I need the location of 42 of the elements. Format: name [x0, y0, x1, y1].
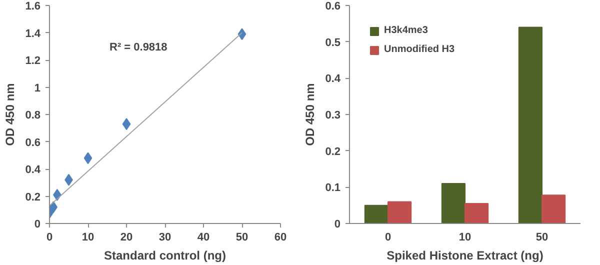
annotation: R² = 0.9818 — [110, 42, 168, 54]
bar — [388, 201, 412, 224]
point — [122, 118, 131, 130]
x-tick-label: 30 — [158, 232, 172, 244]
bar — [441, 183, 466, 224]
x-tick-label: 50 — [536, 232, 548, 244]
bar — [464, 203, 489, 224]
y-axis-title: OD 450 nm — [303, 83, 318, 146]
x-axis-title: Spiked Histone Extract (ng) — [386, 248, 544, 262]
y-tick-label: 0.8 — [25, 110, 41, 122]
point — [238, 28, 246, 40]
y-tick-label: 0 — [334, 218, 341, 230]
bar — [364, 204, 388, 224]
x-tick-label: 20 — [120, 232, 133, 244]
point — [84, 152, 92, 164]
y-tick-label: 1 — [34, 82, 41, 94]
legend-label: Unmodified H3 — [384, 44, 455, 55]
x-tick-label: 10 — [458, 232, 472, 244]
y-tick-label: 0.3 — [325, 110, 341, 122]
y-tick-label: 0.2 — [25, 191, 41, 204]
y-tick-label: 1.4 — [25, 28, 42, 40]
x-tick-label: 10 — [82, 232, 94, 244]
y-tick-label: 1.6 — [25, 0, 41, 12]
x-tick-label: 60 — [274, 232, 287, 244]
y-tick-label: 0.6 — [325, 0, 341, 12]
bar — [518, 26, 542, 224]
y-tick-label: 0.4 — [25, 164, 42, 176]
x-tick-label: 0 — [46, 232, 53, 244]
y-tick-label: 0.4 — [325, 73, 342, 86]
y-tick-label: 1.2 — [25, 55, 41, 67]
x-axis-title: Standard control (ng) — [104, 248, 226, 262]
x-tick-label: 40 — [197, 232, 210, 244]
y-tick-label: 0.5 — [325, 36, 341, 49]
x-tick-label: 0 — [384, 232, 392, 244]
y-tick-label: 0.2 — [325, 146, 341, 158]
x-tick-label: 50 — [236, 232, 248, 244]
y-tick-label: 0 — [34, 218, 41, 230]
y-tick-label: 0.6 — [25, 136, 41, 149]
y-tick-label: 0.1 — [325, 182, 341, 194]
bar — [542, 194, 566, 224]
y-axis-title: OD 450 nm — [3, 83, 18, 146]
legend-label: H3k4me3 — [384, 25, 428, 36]
